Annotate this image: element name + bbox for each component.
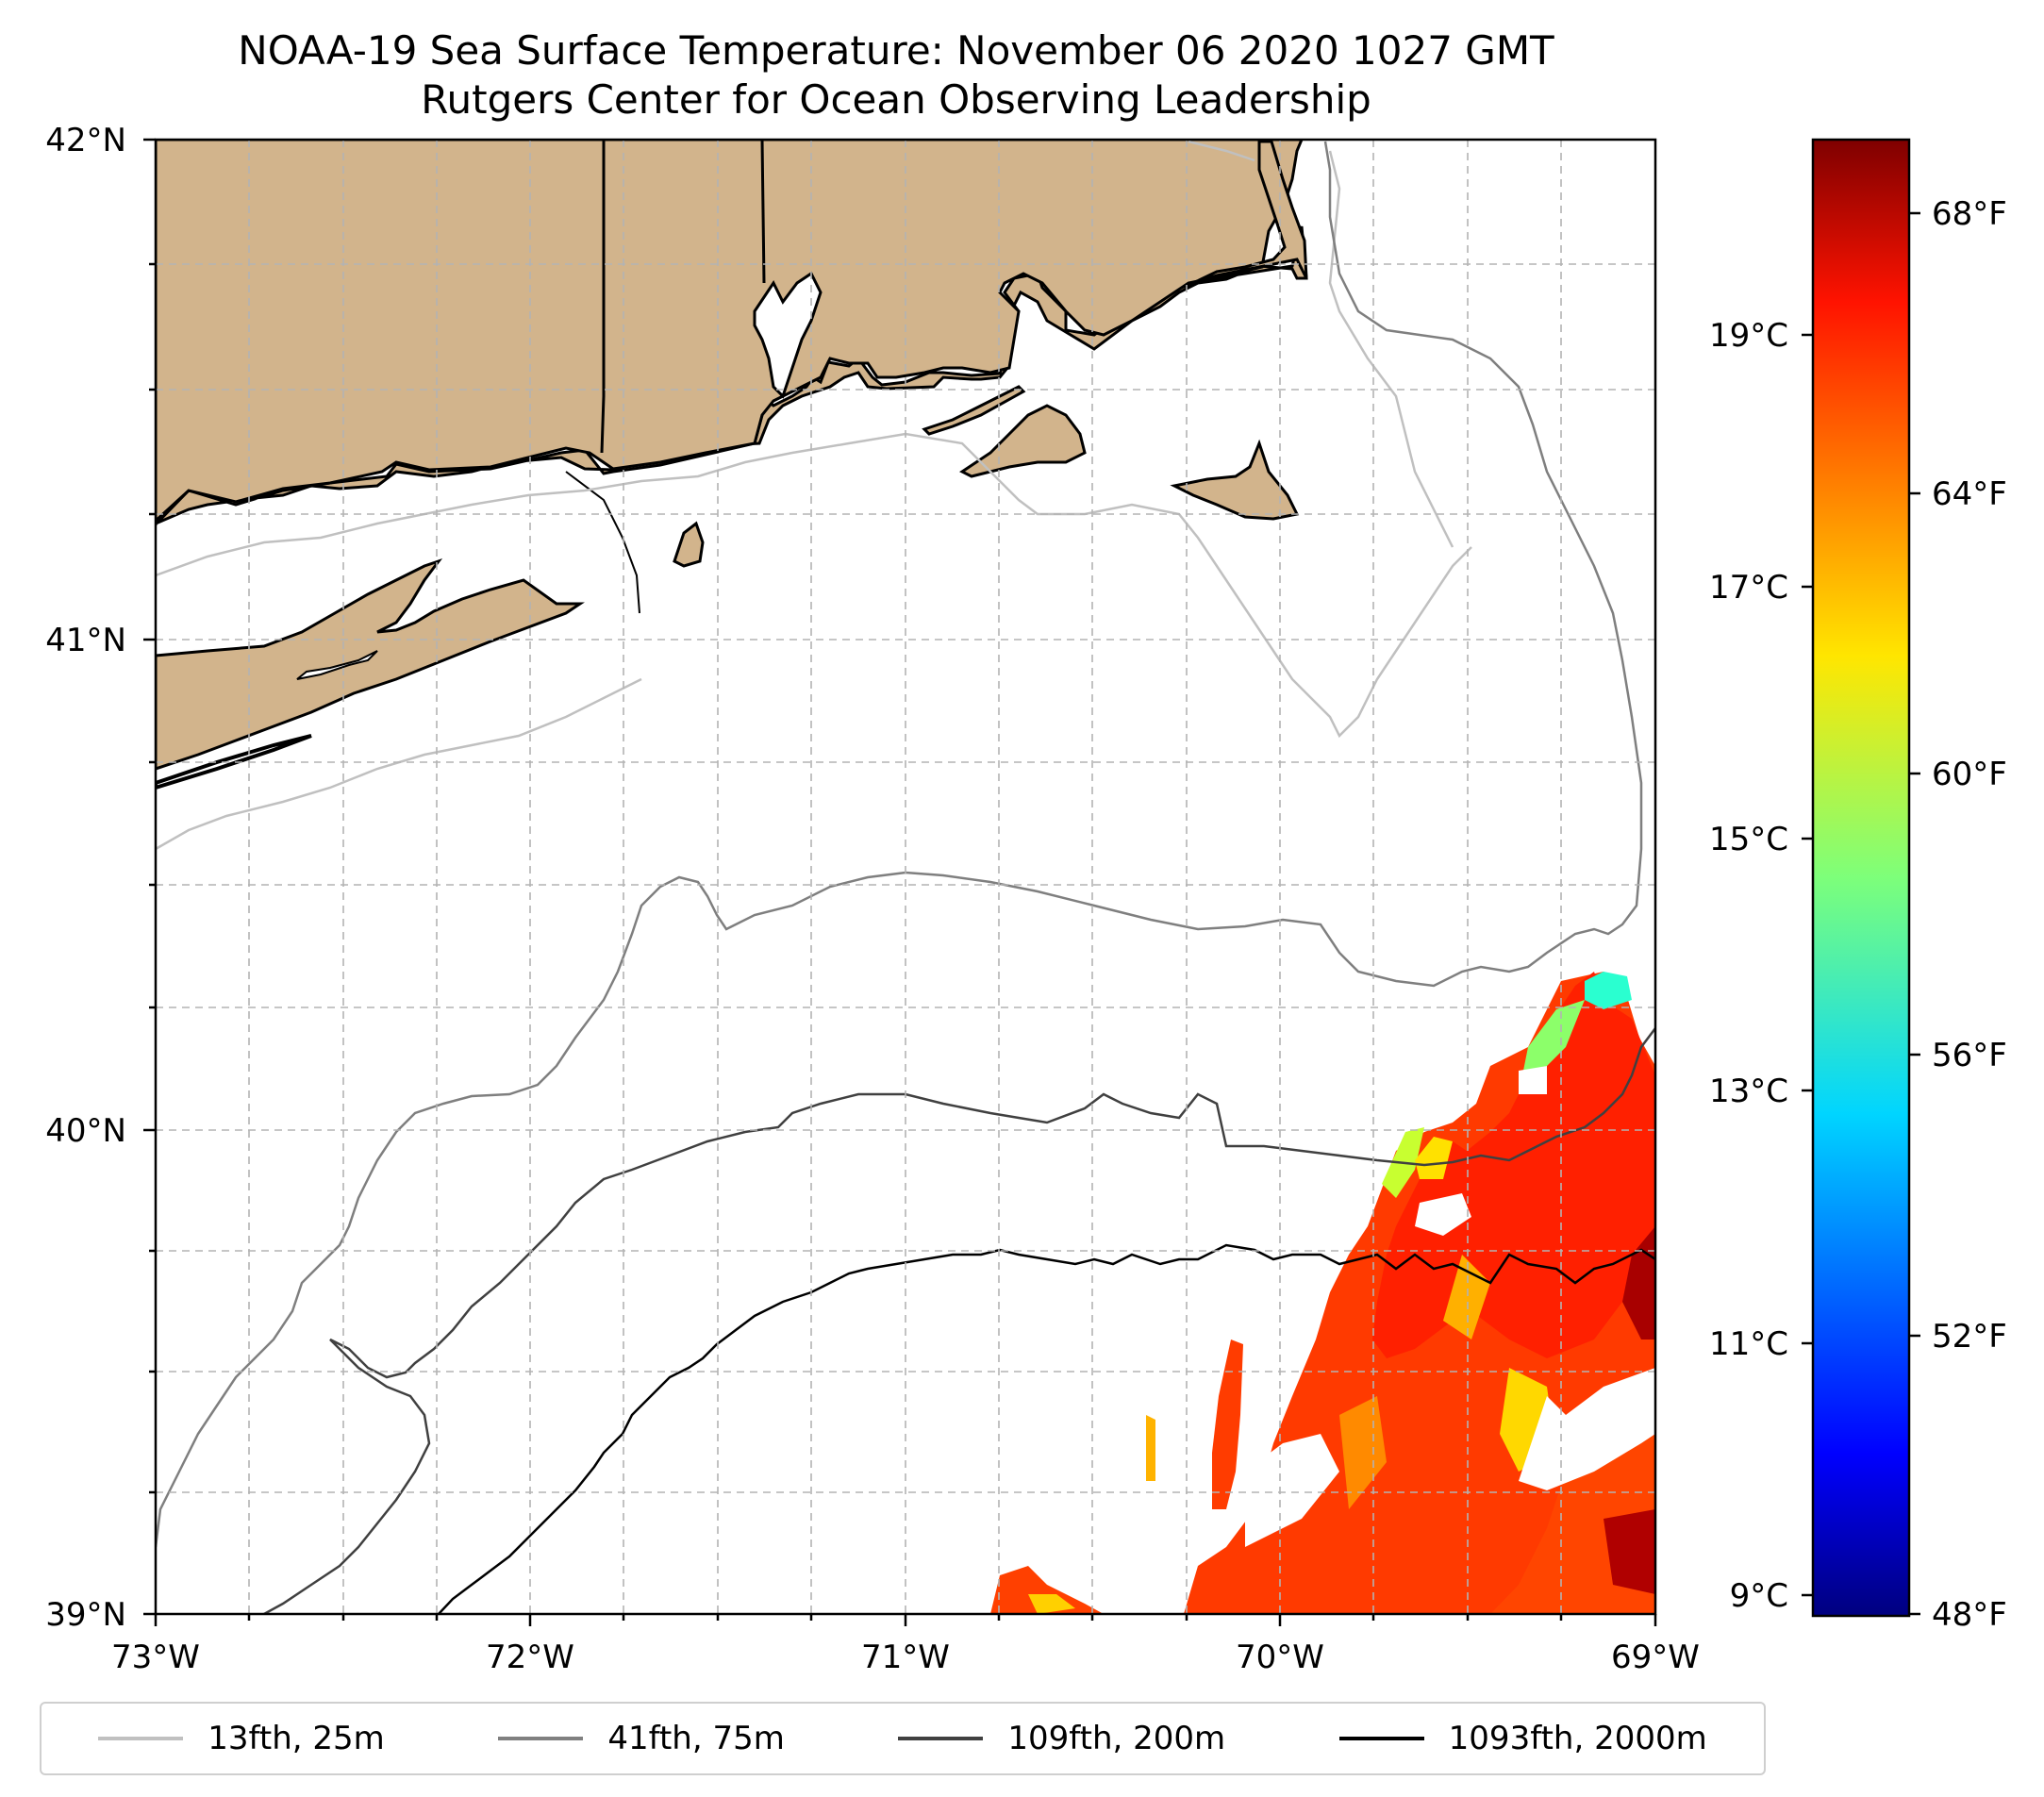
cape-cod [1192,140,1308,285]
contour-75m [156,141,1643,1548]
block-island [673,521,705,568]
lat-label: 42°N [45,122,126,159]
state-border-ct-ri [600,140,606,454]
contour-25m-east [1188,140,1454,548]
lat-label: 39°N [45,1596,126,1634]
colorbar-ticks [1802,211,1920,1616]
legend-label: 109fth, 200m [1007,1720,1226,1757]
elizabeth-islands [922,385,1026,436]
lon-label: 71°W [861,1639,950,1676]
longitude-labels: 73°W 72°W 71°W 70°W 69°W [111,1639,1700,1676]
lat-label: 41°N [45,622,126,659]
land-layer [156,140,1308,790]
colorbar: 68°F 64°F 60°F 56°F 52°F 48°F 19°C 17°C … [1709,138,2007,1634]
gridlines [156,140,1655,1614]
title-line-1: NOAA-19 Sea Surface Temperature: Novembe… [238,27,1554,74]
marthas-vineyard [959,404,1087,478]
colorbar-f-label: 60°F [1932,756,2007,793]
colorbar-c-label: 17°C [1709,569,1788,607]
legend-item: 13fth, 25m [98,1720,385,1757]
lon-label: 73°W [111,1639,200,1676]
lon-label: 69°W [1611,1639,1700,1676]
bathymetry-contours [156,140,1655,1614]
sst-data-layer [990,972,1655,1614]
colorbar-c-label: 9°C [1730,1577,1788,1615]
legend-line-swatch [498,1737,584,1740]
long-island [156,558,585,771]
colorbar-f-label: 48°F [1932,1596,2007,1634]
legend-item: 109fth, 200m [898,1720,1225,1757]
narragansett-bay-water [753,271,823,399]
colorbar-f-label: 52°F [1932,1318,2007,1356]
legend-item: 1093fth, 2000m [1338,1720,1707,1757]
state-border-ri-ma [760,140,766,284]
axis-ticks [143,138,1657,1626]
legend-line-swatch [1338,1737,1424,1740]
contour-200m [263,1027,1655,1614]
colorbar-c-label: 15°C [1709,821,1788,858]
lon-label: 72°W [486,1639,574,1676]
contour-legend: 13fth, 25m 41fth, 75m 109fth, 200m 1093f… [40,1702,1766,1775]
colorbar-gradient [1811,138,1911,1618]
colorbar-f-label: 64°F [1932,475,2007,513]
legend-label: 13fth, 25m [208,1720,385,1757]
legend-line-swatch [98,1737,184,1740]
lat-label: 40°N [45,1112,126,1150]
nantucket [1170,439,1300,521]
legend-label: 41fth, 75m [607,1720,785,1757]
colorbar-c-label: 13°C [1709,1073,1788,1110]
legend-item: 41fth, 75m [498,1720,785,1757]
colorbar-c-label: 11°C [1709,1325,1788,1363]
colorbar-c-label: 19°C [1709,317,1788,355]
long-island-bays [296,650,378,680]
long-island-barrier [156,734,312,790]
lon-label: 70°W [1236,1639,1324,1676]
contour-2000m [438,1243,1655,1614]
colorbar-f-label: 56°F [1932,1037,2007,1074]
map-area [156,140,1655,1614]
latitude-labels: 42°N 41°N 40°N 39°N [45,122,126,1634]
title-line-2: Rutgers Center for Ocean Observing Leade… [421,76,1371,123]
colorbar-f-label: 68°F [1932,195,2007,233]
land-southern-new-england [156,140,1304,524]
chart-title: NOAA-19 Sea Surface Temperature: Novembe… [0,26,1792,125]
legend-label: 1093fth, 2000m [1448,1720,1707,1757]
legend-line-swatch [898,1737,984,1740]
